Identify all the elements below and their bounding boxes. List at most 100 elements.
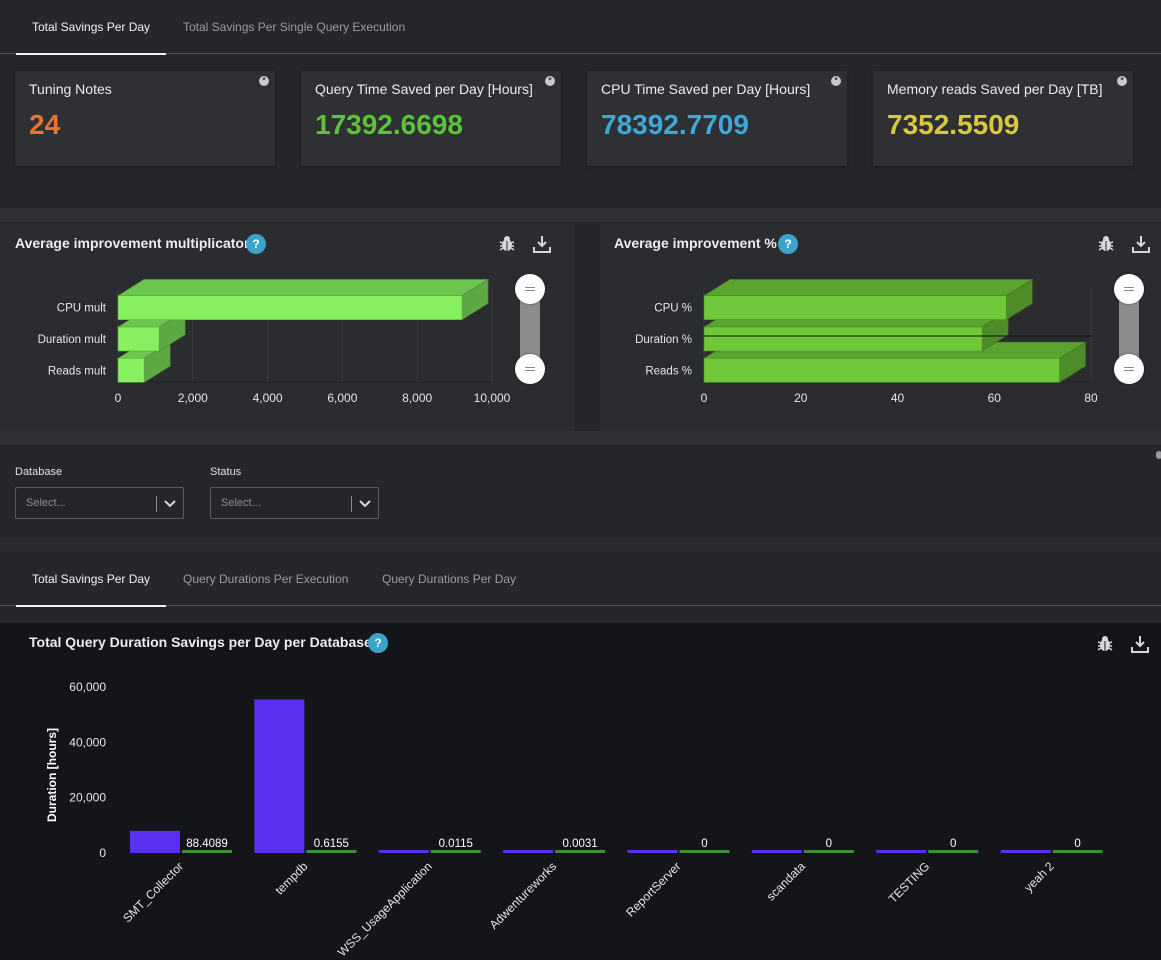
bar-series-1 [378, 850, 429, 853]
bar-series-1 [627, 850, 678, 853]
bar-series-1 [130, 830, 180, 853]
data-label: 0.0115 [439, 838, 473, 850]
bug-icon[interactable] [497, 234, 517, 254]
pct-chart-panel: Average improvement % ? 0 20 40 60 80 Reads %… [600, 224, 1161, 431]
y-category-label: CPU mult [57, 303, 107, 315]
bar-top [702, 279, 1034, 296]
bar-series-2 [679, 850, 730, 853]
status-select[interactable]: Select... [210, 487, 379, 519]
kpi-card-query-time-saved: Query Time Saved per Day [Hours] 17392.6… [301, 71, 561, 166]
x-category-label: scandata [764, 859, 809, 904]
data-label: 0 [950, 838, 956, 850]
bug-icon[interactable] [1096, 234, 1116, 254]
bar [117, 358, 145, 383]
range-handle-bottom[interactable] [1114, 354, 1144, 384]
data-label: 0 [701, 838, 707, 850]
x-tick-label: 40 [891, 391, 905, 405]
db-chart-panel: Total Query Duration Savings per Day per… [0, 623, 1161, 960]
y-category-label: Duration mult [38, 334, 107, 346]
data-label: 0 [826, 838, 832, 850]
mult-bar-chart: 0 2,000 4,000 6,000 8,000 10,000 Reads mult Dur… [38, 278, 511, 405]
y-tick-label: 40,000 [69, 735, 106, 749]
bar-series-1 [876, 850, 927, 853]
select-placeholder: Select... [26, 497, 66, 509]
scrollbar-track[interactable] [1119, 289, 1139, 369]
tab-query-durations-per-execution[interactable]: Query Durations Per Execution [183, 572, 349, 586]
kpi-label: Query Time Saved per Day [Hours] [315, 81, 533, 97]
range-handle-top[interactable] [515, 274, 545, 304]
x-category-label: ReportServer [623, 859, 683, 919]
database-label: Database [15, 466, 63, 478]
y-category-label: Reads mult [48, 365, 107, 377]
bar [703, 358, 1060, 383]
kpi-value: 7352.5509 [887, 109, 1020, 140]
x-category-label: WSS_UsageApplication [335, 859, 435, 959]
info-icon[interactable]: * [259, 76, 269, 86]
info-icon[interactable]: * [545, 76, 555, 86]
section-divider [0, 208, 1161, 222]
scroll-indicator[interactable] [1156, 451, 1161, 459]
range-handle-top[interactable] [1114, 274, 1144, 304]
database-select[interactable]: Select... [15, 487, 184, 519]
range-handle-bottom[interactable] [515, 354, 545, 384]
x-category-label: tempdb [272, 859, 310, 897]
tab-query-durations-per-day[interactable]: Query Durations Per Day [382, 572, 517, 586]
kpi-value: 24 [29, 109, 61, 140]
download-icon[interactable] [1130, 634, 1150, 654]
top-tab-bar: Total Savings Per Day Total Savings Per … [0, 0, 1161, 55]
help-icon[interactable]: ? [368, 633, 388, 653]
mult-chart-panel: Average improvement multiplicator ? 0 2,0… [0, 224, 574, 431]
bar [117, 295, 463, 320]
x-category-label: yeah 2 [1021, 859, 1057, 895]
panel-title: Average improvement multiplicator [15, 235, 250, 251]
tab-total-savings-per-day[interactable]: Total Savings Per Day [15, 0, 167, 55]
data-label: 0.0031 [563, 838, 598, 850]
x-tick-label: 8,000 [402, 391, 432, 405]
pct-bar-chart: 0 20 40 60 80 Reads % Duration % CPU % [635, 278, 1098, 405]
info-icon[interactable]: * [1117, 76, 1127, 86]
bar-top [116, 279, 490, 296]
scrollbar-track[interactable] [520, 289, 540, 369]
bug-icon[interactable] [1095, 634, 1115, 654]
data-label: 0.6155 [314, 838, 349, 850]
y-tick-label: 0 [99, 846, 106, 860]
y-axis-label: Duration [hours] [45, 728, 59, 822]
bar [703, 326, 983, 352]
data-label: 88.4089 [186, 838, 228, 850]
x-tick-label: 20 [794, 391, 808, 405]
x-tick-label: 60 [988, 391, 1002, 405]
select-separator [351, 496, 352, 512]
x-tick-label: 2,000 [178, 391, 208, 405]
x-tick-label: 4,000 [253, 391, 283, 405]
x-tick-label: 6,000 [327, 391, 357, 405]
help-icon[interactable]: ? [778, 234, 798, 254]
x-tick-label: 0 [701, 391, 708, 405]
y-category-label: CPU % [654, 303, 692, 315]
kpi-card-tuning-notes: Tuning Notes 24 * [15, 71, 275, 166]
info-icon[interactable]: * [831, 76, 841, 86]
kpi-value: 17392.6698 [315, 109, 463, 140]
tab-total-savings-per-single-query[interactable]: Total Savings Per Single Query Execution [183, 20, 406, 34]
y-category-label: Reads % [645, 365, 692, 377]
x-category-label: SMT_Collector [120, 859, 186, 925]
bar-series-2 [555, 850, 606, 853]
kpi-label: Memory reads Saved per Day [TB] [887, 81, 1103, 97]
db-bar-chart: 0 20,000 40,000 60,000 Duration [hours] 88.40… [45, 680, 1103, 959]
bar-series-1 [751, 850, 802, 853]
status-label: Status [210, 466, 242, 478]
tab-total-savings-per-day[interactable]: Total Savings Per Day [15, 552, 167, 607]
chevron-down-icon [358, 496, 372, 510]
select-separator [156, 496, 157, 512]
bar-series-1 [1000, 850, 1051, 853]
kpi-card-memory-reads-saved: Memory reads Saved per Day [TB] 7352.550… [873, 71, 1133, 166]
download-icon[interactable] [1131, 234, 1151, 254]
bar-series-2 [1052, 850, 1103, 853]
bar-series-2 [306, 850, 357, 853]
help-icon[interactable]: ? [246, 234, 266, 254]
bar-series-1 [254, 699, 305, 853]
data-label: 0 [1074, 838, 1080, 850]
download-icon[interactable] [532, 234, 552, 254]
x-category-label: Adwentureworks [487, 859, 560, 932]
kpi-card-cpu-time-saved: CPU Time Saved per Day [Hours] 78392.770… [587, 71, 847, 166]
panel-title: Total Query Duration Savings per Day per… [29, 634, 372, 650]
